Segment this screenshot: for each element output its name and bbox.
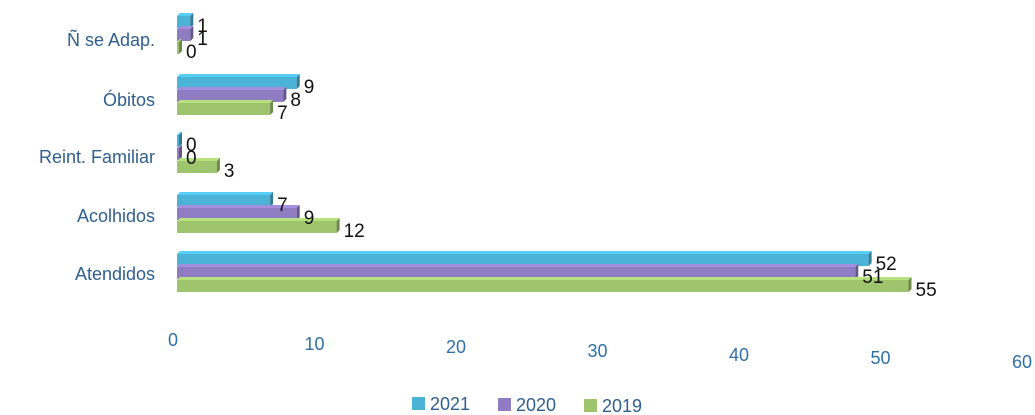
bars [177,13,912,292]
bar-2020 [177,264,859,279]
data-label: 52 [876,254,897,275]
x-tick-label: 20 [446,337,466,357]
bar-2020 [177,205,300,220]
bar-2021 [177,132,182,147]
x-tick-label: 60 [1012,352,1032,372]
x-tick-label: 50 [870,348,890,368]
x-tick-label: 40 [729,345,749,365]
x-axis-tick-labels: 0 10 20 30 40 50 60 [168,330,1032,372]
category-labels: Ñ se Adap. Óbitos Reint. Familiar Acolhi… [39,29,155,284]
legend-swatch-2021 [412,397,425,410]
data-label: 1 [197,16,208,37]
data-label: 0 [186,148,197,169]
legend-label-2019: 2019 [602,396,642,415]
x-tick-label: 30 [587,341,607,361]
bar-2020 [177,26,194,41]
data-label: 55 [916,280,937,301]
bar-2019 [177,100,274,115]
data-label: 1 [197,29,208,50]
data-label: 0 [186,42,197,63]
legend-label-2020: 2020 [516,395,556,415]
bar-2019 [177,277,912,292]
bar-2019 [177,158,220,173]
data-label: 9 [304,208,315,229]
data-label: 7 [277,195,288,216]
category-label: Reint. Familiar [39,147,155,167]
data-label: 3 [224,161,235,182]
category-label: Acolhidos [77,206,155,226]
data-label: 8 [290,90,301,111]
legend-label-2021: 2021 [430,394,470,414]
data-label: 9 [304,77,315,98]
bar-2021 [177,192,274,207]
data-label: 7 [277,103,288,124]
bar-2021 [177,251,872,266]
bar-2019 [177,218,340,233]
x-tick-label: 10 [304,334,324,354]
legend-swatch-2020 [498,398,511,411]
category-label: Ñ se Adap. [67,29,155,50]
data-label: 12 [344,221,365,242]
bar-2020 [177,145,182,160]
legend-swatch-2019 [584,399,597,412]
bar-2021 [177,74,300,89]
category-label: Atendidos [75,264,155,284]
legend: 2021 2020 2019 [412,394,642,415]
data-label: 51 [862,267,883,288]
data-label: 0 [186,135,197,156]
bar-2019 [177,39,182,54]
bar-2021 [177,13,194,28]
x-tick-label: 0 [168,330,178,350]
category-label: Óbitos [103,89,155,110]
bar-2020 [177,87,287,102]
